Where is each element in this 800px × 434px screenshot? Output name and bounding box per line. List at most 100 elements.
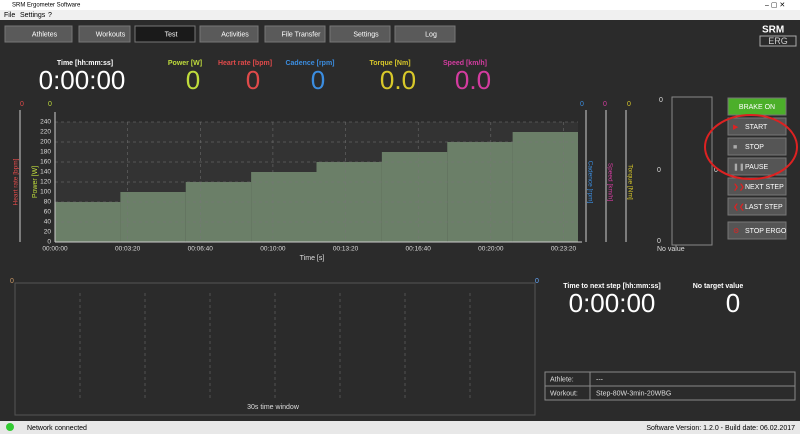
extra-axis-label: Cadence [rpm] xyxy=(586,161,593,204)
gauge-label: 0 xyxy=(714,167,718,174)
info-key: Workout: xyxy=(550,390,578,397)
gauge-label: 0 xyxy=(657,238,661,245)
button-icon: ❮❮ xyxy=(733,203,745,211)
y-tick-label: 220 xyxy=(40,129,51,136)
axis-top-label: 0 xyxy=(627,101,631,108)
button-label[interactable]: LAST STEP xyxy=(745,204,783,211)
x-tick-label: 00:10:00 xyxy=(260,246,286,253)
network-led xyxy=(6,423,14,431)
extra-axis-label: Heart rate [bpm] xyxy=(13,158,20,205)
step-bar xyxy=(185,182,252,242)
button[interactable] xyxy=(727,221,787,240)
y-tick-label: 140 xyxy=(40,169,51,176)
info-cell xyxy=(589,371,796,387)
y-axis-label: Power [W] xyxy=(32,166,39,198)
axis-top-label: 0 xyxy=(20,101,24,108)
button-label[interactable]: STOP xyxy=(745,144,764,151)
button-label[interactable]: PAUSE xyxy=(745,164,769,171)
target-value: 0 xyxy=(726,288,740,318)
y-tick-label: 200 xyxy=(40,139,51,146)
button-icon: ❯❯ xyxy=(733,183,745,191)
logo-frame xyxy=(759,35,797,47)
tab[interactable] xyxy=(264,25,326,43)
tab[interactable] xyxy=(394,25,456,43)
menu-bar xyxy=(0,10,800,20)
button-label[interactable]: NEXT STEP xyxy=(745,184,784,191)
axis-top-label: 0 xyxy=(580,101,584,108)
metric-label: Power [W] xyxy=(168,60,202,67)
button-label[interactable]: STOP ERGO xyxy=(745,228,787,235)
button-icon: ❚❚ xyxy=(733,163,745,171)
button[interactable] xyxy=(727,197,787,216)
window-title: SRM Ergometer Software xyxy=(12,3,81,9)
tab[interactable] xyxy=(78,25,131,43)
x-tick-label: 00:16:40 xyxy=(406,246,432,253)
metric-value: 0.0 xyxy=(380,65,416,95)
y-tick-label: 80 xyxy=(44,199,52,206)
x-axis-label: Time [s] xyxy=(300,255,325,262)
x-tick-label: 00:06:40 xyxy=(188,246,214,253)
window-controls[interactable]: – ▢ ✕ xyxy=(765,2,785,9)
network-status: Network connected xyxy=(27,425,87,432)
tab-label[interactable]: Activities xyxy=(221,31,249,38)
step-bar xyxy=(251,172,317,242)
extra-axis-label: Speed [km/h] xyxy=(606,163,613,201)
menu-item[interactable]: File xyxy=(4,12,15,19)
y-tick-label: 20 xyxy=(44,229,52,236)
tab-label[interactable]: Test xyxy=(165,31,178,38)
tab[interactable] xyxy=(4,25,73,43)
metric-label: Cadence [rpm] xyxy=(285,60,334,67)
logo-top: SRM xyxy=(762,25,784,36)
status-bar xyxy=(0,421,800,434)
tab-label[interactable]: File Transfer xyxy=(282,31,322,38)
button[interactable] xyxy=(727,137,787,156)
y-tick-label: 240 xyxy=(40,119,51,126)
y-tick-label: 0 xyxy=(47,239,51,246)
metric-label: Time [hh:mm:ss] xyxy=(57,60,113,67)
target-label: No target value xyxy=(693,283,744,290)
button-label[interactable]: START xyxy=(745,124,768,131)
live-axis: 0 xyxy=(10,278,14,285)
axis-top-label: 0 xyxy=(603,101,607,108)
tab-label[interactable]: Workouts xyxy=(96,31,126,38)
y-tick-label: 180 xyxy=(40,149,51,156)
tab[interactable] xyxy=(199,25,259,43)
tab-label[interactable]: Athletes xyxy=(32,31,58,38)
metric-label: Heart rate [bpm] xyxy=(218,60,272,67)
next-step-label: Time to next step [hh:mm:ss] xyxy=(563,283,661,290)
y-tick-label: 60 xyxy=(44,209,52,216)
metric-value: 0 xyxy=(311,65,325,95)
tab[interactable] xyxy=(329,25,391,43)
tab-label[interactable]: Settings xyxy=(353,31,379,38)
metric-value: 0 xyxy=(246,65,260,95)
y-tick-label: 160 xyxy=(40,159,51,166)
live-caption: 30s time window xyxy=(247,404,300,411)
tab[interactable] xyxy=(134,25,196,43)
gauge-caption: No value xyxy=(657,246,685,253)
highlight-ellipse xyxy=(704,114,798,180)
menu-item[interactable]: Settings xyxy=(20,12,46,19)
y-tick-label: 40 xyxy=(44,219,52,226)
x-tick-label: 00:03:20 xyxy=(115,246,141,253)
step-bar xyxy=(120,192,186,242)
tab-label[interactable]: Log xyxy=(425,31,437,38)
extra-axis-label: Torque [Nm] xyxy=(626,164,633,200)
title-bar xyxy=(0,0,800,10)
live-axis: 0 xyxy=(535,278,539,285)
button-icon: ⚙ xyxy=(733,227,739,235)
info-value: Step-80W-3min-20WBG xyxy=(596,390,671,397)
menu-item[interactable]: ? xyxy=(48,12,52,19)
x-tick-label: 00:23:20 xyxy=(551,246,577,253)
version: Software Version: 1.2.0 - Build date: 06… xyxy=(646,425,795,432)
gauge-label: 0 xyxy=(657,167,661,174)
button-label[interactable]: BRAKE ON xyxy=(739,104,775,111)
y-tick-label: 120 xyxy=(40,179,51,186)
next-step-value: 0:00:00 xyxy=(569,288,656,318)
x-tick-label: 00:20:00 xyxy=(478,246,504,253)
y-tick-label: 100 xyxy=(40,189,51,196)
info-cell xyxy=(589,385,796,401)
info-key: Athlete: xyxy=(550,376,574,383)
button-icon: ▶ xyxy=(733,124,739,131)
metric-value: 0.0 xyxy=(455,65,491,95)
metric-label: Speed [km/h] xyxy=(443,60,487,67)
